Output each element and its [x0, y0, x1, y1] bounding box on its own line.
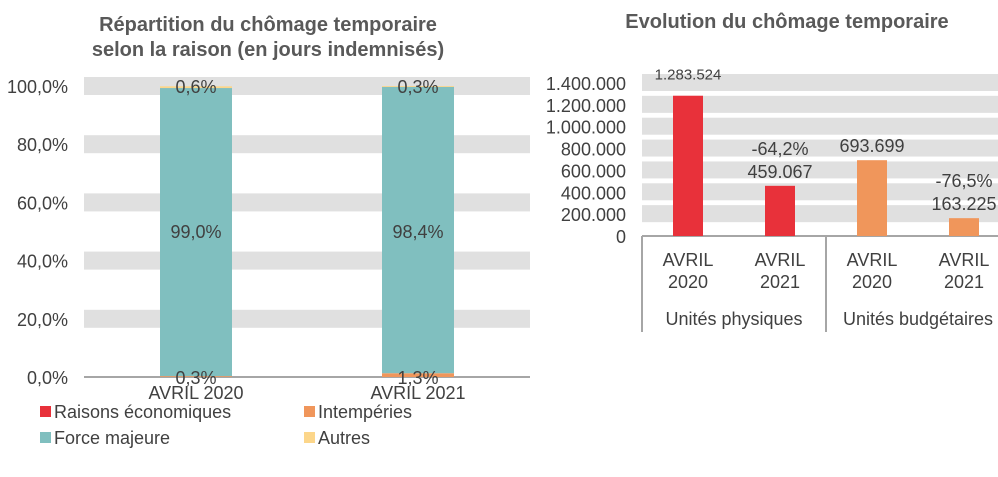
- y-tick-label: 0,0%: [27, 368, 68, 388]
- y-tick-label: 80,0%: [17, 135, 68, 155]
- bar: [857, 160, 887, 236]
- legend-label: Raisons économiques: [54, 402, 231, 422]
- x-tick-label: 2020: [852, 272, 892, 292]
- y-tick-label: 40,0%: [17, 252, 68, 272]
- legend-swatch: [304, 406, 315, 417]
- bar-segment: [160, 88, 232, 377]
- x-tick-label: 2021: [760, 272, 800, 292]
- gridline-band: [84, 309, 530, 328]
- y-tick-label: 1.400.000: [546, 74, 626, 94]
- data-label: 1.283.524: [655, 67, 722, 84]
- legend-label: Autres: [318, 428, 370, 448]
- gridline-band: [642, 205, 998, 223]
- data-label: 0,3%: [397, 77, 438, 97]
- data-label: 1,3%: [397, 368, 438, 388]
- y-tick-label: 600.000: [561, 161, 626, 181]
- data-label: 98,4%: [392, 222, 443, 242]
- gridline-band: [84, 77, 530, 95]
- group-label: Unités budgétaires: [843, 309, 993, 329]
- y-tick-label: 1.200.000: [546, 96, 626, 116]
- y-tick-label: 60,0%: [17, 193, 68, 213]
- y-tick-label: 800.000: [561, 140, 626, 160]
- left-chart-title: Répartition du chômage temporaire: [99, 14, 437, 36]
- left-chart-title: selon la raison (en jours indemnisés): [92, 39, 444, 61]
- y-tick-label: 400.000: [561, 183, 626, 203]
- bar-segment: [382, 86, 454, 374]
- x-tick-label: AVRIL 2020: [148, 383, 243, 403]
- data-label: 0,3%: [175, 368, 216, 388]
- data-label: 99,0%: [170, 222, 221, 242]
- bar-segment: [160, 376, 232, 377]
- x-tick-label: 2020: [668, 272, 708, 292]
- bar-segment: [382, 373, 454, 377]
- gridline-band: [84, 251, 530, 270]
- bar-segment: [160, 86, 232, 89]
- x-tick-label: AVRIL: [755, 250, 806, 270]
- data-label: 163.225: [931, 194, 996, 214]
- y-tick-label: 0: [616, 227, 626, 247]
- data-label: 459.067: [747, 162, 812, 182]
- bar: [949, 218, 979, 236]
- legend-swatch: [40, 406, 51, 417]
- bar: [673, 95, 703, 237]
- gridline-band: [642, 139, 998, 157]
- bar: [765, 185, 795, 236]
- gridline-band: [642, 74, 998, 91]
- gridline-band: [642, 183, 998, 201]
- y-tick-label: 100,0%: [7, 77, 68, 97]
- gridline-band: [642, 95, 998, 113]
- legend-label: Intempéries: [318, 402, 412, 422]
- legend-swatch: [304, 432, 315, 443]
- y-tick-label: 1.000.000: [546, 118, 626, 138]
- right-chart-title: Evolution du chômage temporaire: [625, 11, 948, 33]
- y-tick-label: 200.000: [561, 205, 626, 225]
- change-label: -76,5%: [935, 171, 992, 191]
- gridline-band: [642, 117, 998, 135]
- gridline-band: [84, 193, 530, 212]
- x-tick-label: AVRIL 2021: [370, 383, 465, 403]
- change-label: -64,2%: [751, 139, 808, 159]
- x-tick-label: 2021: [944, 272, 984, 292]
- gridline-band: [84, 135, 530, 154]
- gridline-band: [642, 161, 998, 179]
- legend-swatch: [40, 432, 51, 443]
- group-label: Unités physiques: [665, 309, 802, 329]
- x-tick-label: AVRIL: [663, 250, 714, 270]
- y-tick-label: 20,0%: [17, 310, 68, 330]
- x-tick-label: AVRIL: [847, 250, 898, 270]
- x-tick-label: AVRIL: [939, 250, 990, 270]
- data-label: 693.699: [839, 136, 904, 156]
- data-label: 0,6%: [175, 77, 216, 97]
- legend-label: Force majeure: [54, 428, 170, 448]
- bar-segment: [382, 86, 454, 87]
